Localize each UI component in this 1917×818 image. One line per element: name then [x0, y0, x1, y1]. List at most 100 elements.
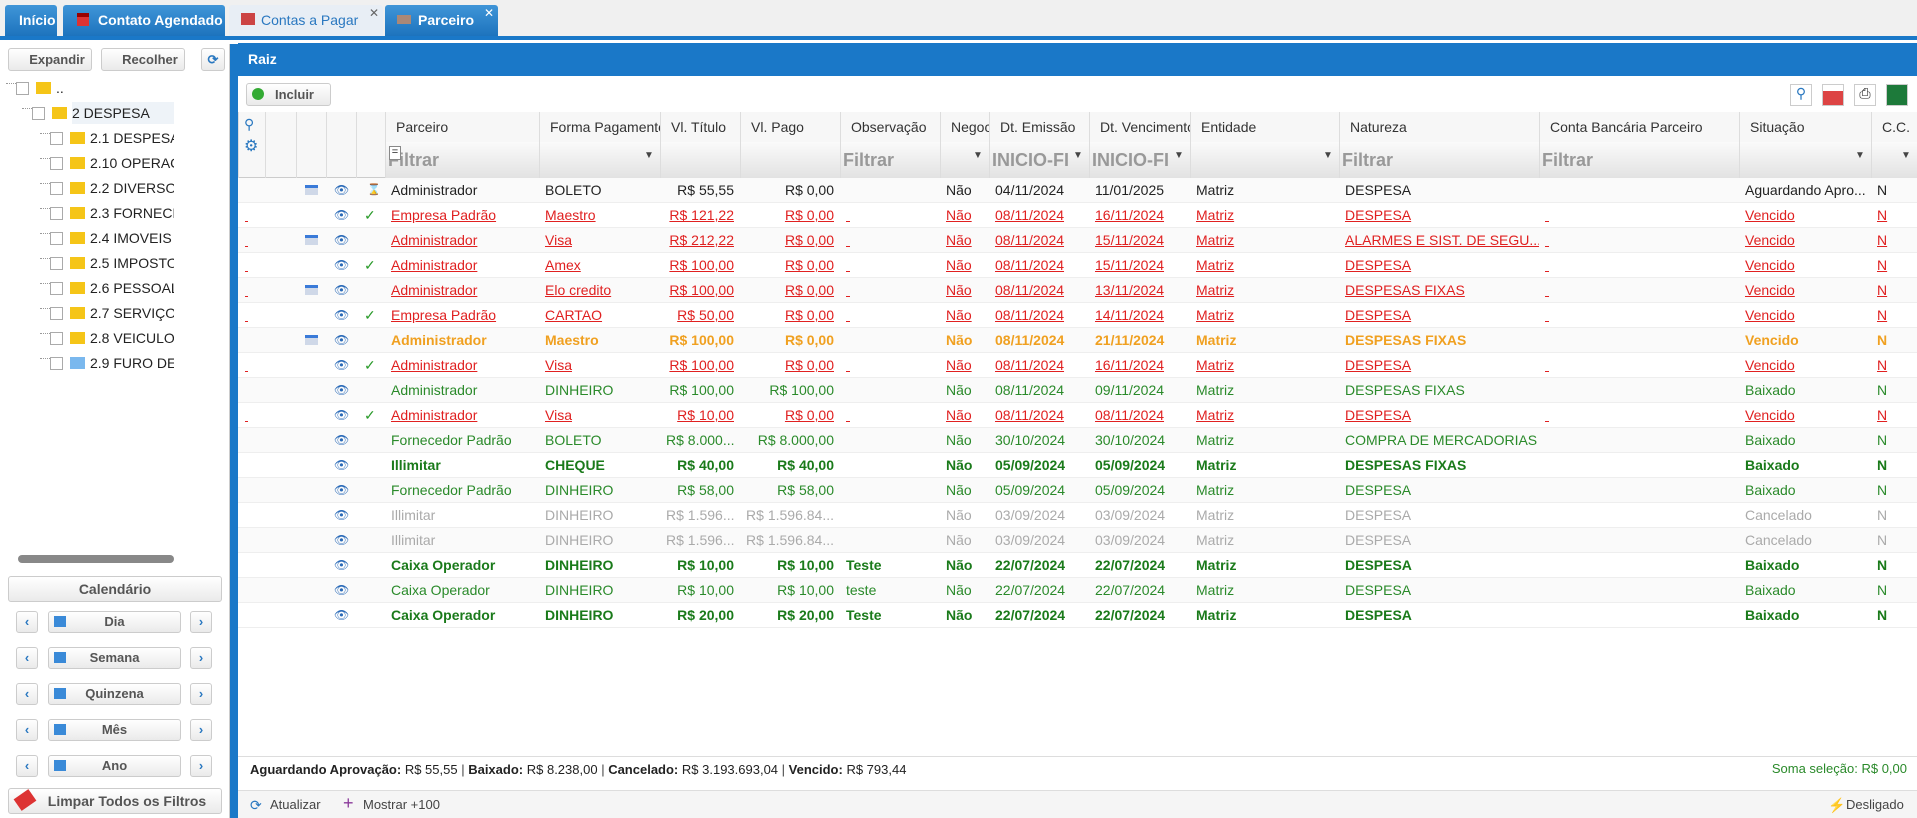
period-button[interactable]: Semana: [48, 647, 181, 669]
tree-node[interactable]: 2.8 VEICULOS: [90, 330, 174, 346]
column-filter[interactable]: [660, 142, 740, 178]
row[interactable]: [238, 453, 1917, 478]
checkbox[interactable]: [50, 257, 63, 270]
prev-button[interactable]: ‹: [16, 755, 38, 777]
tree-node[interactable]: 2.4 IMOVEIS: [90, 230, 172, 246]
row[interactable]: [238, 403, 1917, 428]
view-icon[interactable]: 👁: [334, 458, 350, 472]
equals-button[interactable]: =: [389, 146, 401, 160]
column-filter[interactable]: [940, 142, 989, 178]
tab[interactable]: Início: [5, 5, 57, 36]
tree-node[interactable]: 2.1 DESPESAS FIXAS: [90, 130, 174, 146]
view-icon[interactable]: 👁: [334, 433, 350, 447]
view-icon[interactable]: 👁: [334, 208, 350, 222]
tree-node[interactable]: 2.2 DIVERSOS: [90, 180, 174, 196]
next-button[interactable]: ›: [190, 683, 212, 705]
row[interactable]: [238, 328, 1917, 353]
checkbox[interactable]: [50, 207, 63, 220]
checkbox[interactable]: [50, 282, 63, 295]
next-button[interactable]: ›: [190, 611, 212, 633]
row[interactable]: [238, 503, 1917, 528]
clear-filters[interactable]: Limpar Todos os Filtros: [8, 788, 222, 814]
refresh-button[interactable]: ⟳: [201, 48, 225, 71]
column-filter[interactable]: Filtrar: [385, 142, 539, 178]
add-button[interactable]: Incluir: [246, 83, 331, 106]
row[interactable]: [238, 253, 1917, 278]
view-icon[interactable]: 👁: [334, 308, 350, 322]
checkbox[interactable]: [50, 357, 63, 370]
checkbox[interactable]: [50, 132, 63, 145]
tree-node[interactable]: 2.6 PESSOAL: [90, 280, 174, 296]
next-button[interactable]: ›: [190, 719, 212, 741]
period-button[interactable]: Dia: [48, 611, 181, 633]
row[interactable]: [238, 178, 1917, 203]
column-filter[interactable]: [740, 142, 840, 178]
row[interactable]: [238, 378, 1917, 403]
view-icon[interactable]: 👁: [334, 533, 350, 547]
view-icon[interactable]: 👁: [334, 558, 350, 572]
view-icon[interactable]: 👁: [334, 583, 350, 597]
expand-button[interactable]: Expandir: [8, 48, 92, 71]
view-icon[interactable]: 👁: [334, 233, 350, 247]
close[interactable]: ✕: [484, 6, 495, 20]
tree-node[interactable]: 2.7 SERVIÇOS PROFISS: [90, 305, 174, 321]
row[interactable]: [238, 228, 1917, 253]
checkbox[interactable]: [16, 82, 29, 95]
column-filter[interactable]: [1739, 142, 1871, 178]
edit-icon[interactable]: [305, 335, 318, 345]
collapse-button[interactable]: Recolher: [101, 48, 185, 71]
view-icon[interactable]: 👁: [334, 508, 350, 522]
next-button[interactable]: ›: [190, 755, 212, 777]
view-icon[interactable]: 👁: [334, 383, 350, 397]
tree-node[interactable]: ..: [56, 80, 64, 96]
checkbox[interactable]: [50, 307, 63, 320]
view-icon[interactable]: 👁: [334, 333, 350, 347]
view-icon[interactable]: 👁: [334, 358, 350, 372]
search-icon[interactable]: ⚲: [244, 116, 255, 132]
period-button[interactable]: Mês: [48, 719, 181, 741]
checkbox[interactable]: [50, 332, 63, 345]
column-filter[interactable]: [1871, 142, 1917, 178]
edit-icon[interactable]: [305, 285, 318, 295]
calendar-button[interactable]: Calendário: [8, 576, 222, 602]
period-button[interactable]: Quinzena: [48, 683, 181, 705]
show-more[interactable]: Mostrar +100: [363, 797, 440, 812]
tree-node[interactable]: 2.5 IMPOSTOS GERAIS: [90, 255, 174, 271]
view-icon[interactable]: 👁: [334, 183, 350, 197]
row[interactable]: [238, 603, 1917, 628]
checkbox[interactable]: [50, 157, 63, 170]
row[interactable]: [238, 203, 1917, 228]
prev-button[interactable]: ‹: [16, 683, 38, 705]
row[interactable]: [238, 278, 1917, 303]
view-icon[interactable]: 👁: [334, 408, 350, 422]
column-filter[interactable]: INICIO-FI: [1089, 142, 1190, 178]
prev-button[interactable]: ‹: [16, 647, 38, 669]
next-button[interactable]: ›: [190, 647, 212, 669]
row[interactable]: [238, 353, 1917, 378]
view-icon[interactable]: 👁: [334, 258, 350, 272]
tree-node[interactable]: 2.10 OPERACIONAL: [90, 155, 174, 171]
row[interactable]: [238, 303, 1917, 328]
row[interactable]: [238, 578, 1917, 603]
tree-node[interactable]: 2 DESPESA: [72, 102, 174, 124]
row[interactable]: [238, 478, 1917, 503]
period-button[interactable]: Ano: [48, 755, 181, 777]
checkbox[interactable]: [50, 232, 63, 245]
prev-button[interactable]: ‹: [16, 611, 38, 633]
close[interactable]: ✕: [369, 6, 380, 20]
column-filter[interactable]: Filtrar: [1539, 142, 1739, 178]
checkbox[interactable]: [50, 182, 63, 195]
edit-icon[interactable]: [305, 185, 318, 195]
row[interactable]: [238, 528, 1917, 553]
view-icon[interactable]: 👁: [334, 483, 350, 497]
view-icon[interactable]: 👁: [334, 608, 350, 622]
tree-node[interactable]: 2.9 FURO DE CAIXA: [90, 355, 174, 371]
view-icon[interactable]: 👁: [334, 283, 350, 297]
column-filter[interactable]: Filtrar: [1339, 142, 1539, 178]
refresh[interactable]: Atualizar: [270, 797, 321, 812]
edit-icon[interactable]: [305, 235, 318, 245]
tab[interactable]: Contato Agendado: [63, 5, 225, 36]
column-filter[interactable]: Filtrar: [840, 142, 940, 178]
row[interactable]: [238, 428, 1917, 453]
column-filter[interactable]: [539, 142, 660, 178]
